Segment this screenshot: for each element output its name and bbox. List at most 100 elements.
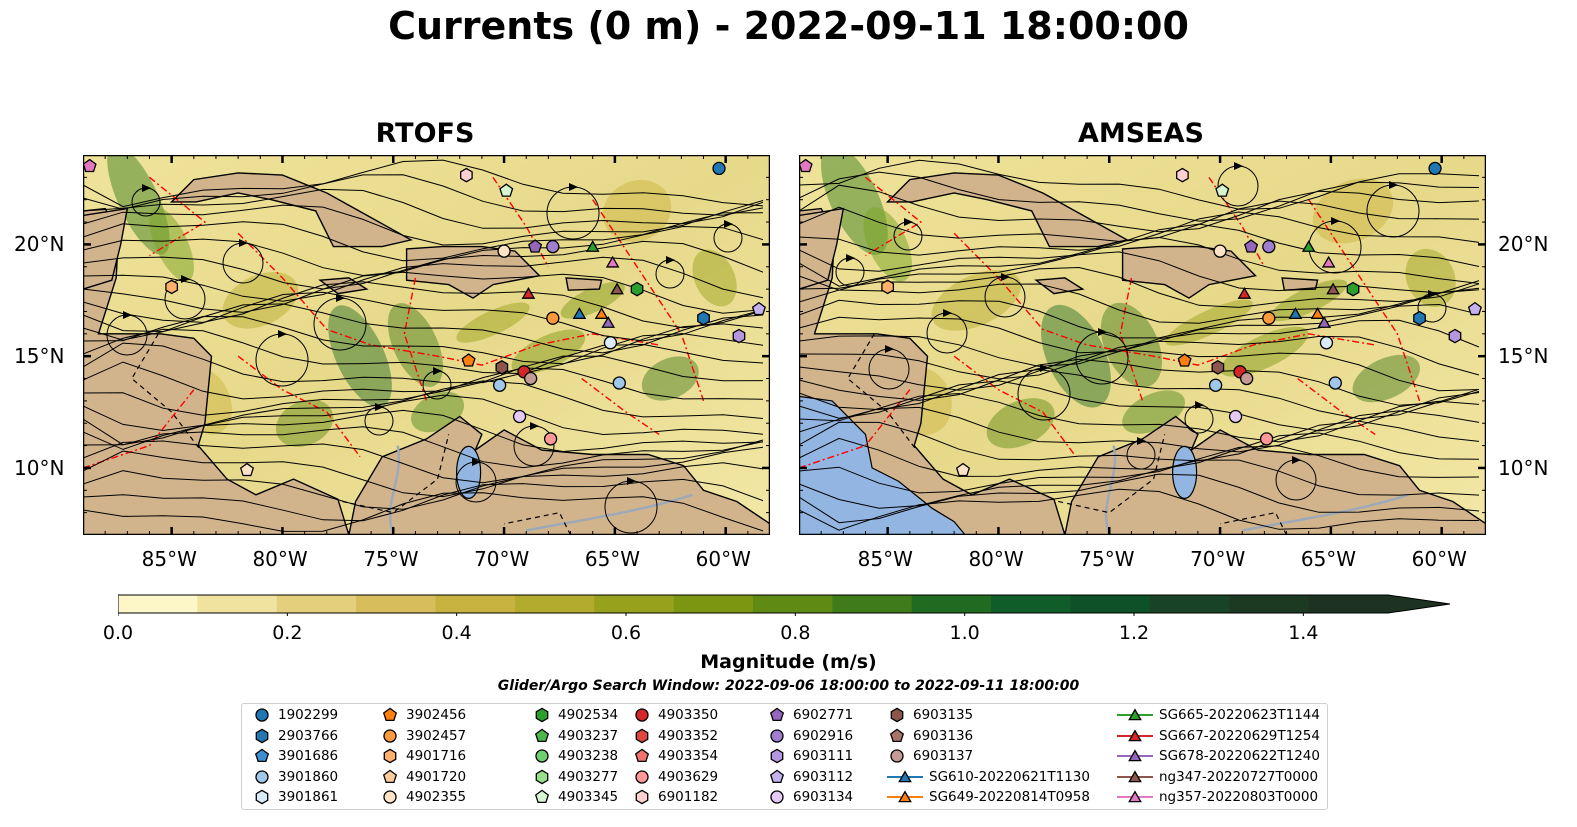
map-marker xyxy=(1177,353,1192,367)
legend-item: 4901716 xyxy=(380,746,466,766)
legend-item: 3902457 xyxy=(380,726,466,746)
legend-marker xyxy=(255,728,269,743)
map-marker xyxy=(1262,239,1276,254)
float-glider-markers xyxy=(83,158,766,477)
x-tick-label: 80°W xyxy=(968,547,1024,571)
circle-marker-icon xyxy=(255,708,269,722)
pentagon-marker-icon xyxy=(634,748,650,762)
triangle-marker-icon xyxy=(1117,790,1153,803)
colorbar-label: Magnitude (m/s) xyxy=(700,651,877,673)
land-puerto-rico xyxy=(565,277,603,291)
colorbar-segment xyxy=(1308,595,1389,613)
panel-title-amseas: AMSEAS xyxy=(1078,118,1204,149)
legend-marker xyxy=(898,769,912,782)
map-marker xyxy=(1176,167,1189,183)
map-marker xyxy=(585,240,600,252)
legend-label: 6902916 xyxy=(793,727,854,744)
legend-marker xyxy=(770,748,784,764)
legend-item: 4903345 xyxy=(532,787,618,807)
legend-label: ng347-20220727T0000 xyxy=(1159,768,1319,785)
y-tick-label: 15°N xyxy=(14,344,65,369)
legend-item: 6902916 xyxy=(767,726,853,746)
legend-item: 4902355 xyxy=(380,787,466,807)
map-marker xyxy=(1215,183,1230,197)
legend-item: SG610-20220621T1130 xyxy=(887,767,1090,787)
legend-marker xyxy=(383,790,397,804)
legend-label: SG649-20220814T0958 xyxy=(929,789,1090,805)
circle-marker-icon xyxy=(383,728,397,743)
pentagon-marker-icon xyxy=(382,769,398,783)
map-marker xyxy=(492,378,507,392)
land-cuba xyxy=(169,172,413,248)
x-tick-label: 65°W xyxy=(1300,547,1357,571)
legend-marker xyxy=(1128,749,1142,762)
colorbar-segment xyxy=(1149,595,1230,613)
legend-label: 4901720 xyxy=(406,768,467,785)
x-tick-label: 70°W xyxy=(1190,547,1246,571)
x-tick-label: 65°W xyxy=(584,547,641,571)
circle-marker-icon xyxy=(770,790,784,804)
x-tick-label: 80°W xyxy=(252,547,308,571)
legend-marker xyxy=(254,748,270,762)
legend-item: 3901860 xyxy=(252,767,338,787)
legend-label: 3901860 xyxy=(278,768,339,785)
pentagon-marker-icon xyxy=(534,728,550,742)
triangle-marker-icon xyxy=(1117,749,1153,762)
hexagon-marker-icon xyxy=(890,707,904,723)
legend-label: 3902456 xyxy=(406,707,467,723)
legend-label: 4903352 xyxy=(658,727,719,744)
map-marker xyxy=(1448,328,1462,344)
map-marker xyxy=(1208,378,1223,392)
colorbar-tick-label: 1.2 xyxy=(1118,622,1150,644)
map-marker xyxy=(955,462,971,477)
colorbar-tick-label: 0.0 xyxy=(102,622,134,644)
legend-label: SG678-20220622T1240 xyxy=(1159,748,1320,764)
legend-label: 3902457 xyxy=(406,727,467,744)
x-tick-label: 75°W xyxy=(363,547,419,571)
colorbar-segment xyxy=(832,595,913,613)
legend-item: SG665-20220623T1144 xyxy=(1117,705,1320,725)
triangle-marker-icon xyxy=(1117,728,1153,741)
legend-marker xyxy=(255,708,269,722)
legend-item: 2903766 xyxy=(252,726,338,746)
legend-marker xyxy=(634,748,650,762)
legend-item: 1902299 xyxy=(252,705,338,725)
legend: 1902299 2903766 3901686 3901860 3901861 39024… xyxy=(241,703,1328,810)
river-orinoco xyxy=(525,493,693,532)
legend-marker xyxy=(769,769,785,783)
map-marker xyxy=(1288,307,1303,319)
legend-item: 6903135 xyxy=(887,705,973,725)
hexagon-marker-icon xyxy=(535,707,549,723)
map-marker xyxy=(1428,161,1442,176)
map-marker xyxy=(1240,371,1254,386)
float-glider-markers xyxy=(799,158,1482,477)
legend-label: 4903237 xyxy=(558,727,619,744)
legend-marker xyxy=(383,748,397,764)
colorbar-gradient xyxy=(117,594,1451,618)
legend-item: 3901686 xyxy=(252,746,338,766)
colorbar-segment xyxy=(435,595,516,613)
map-frame xyxy=(799,155,1486,535)
circle-marker-icon xyxy=(383,790,397,804)
legend-marker xyxy=(534,789,550,803)
legend-label: 3901686 xyxy=(278,748,339,764)
map-marker xyxy=(1262,311,1276,325)
map-marker xyxy=(605,255,620,268)
map-marker xyxy=(528,239,543,253)
legend-label: 6903134 xyxy=(793,789,854,805)
legend-item: 4903352 xyxy=(632,726,718,746)
hexagon-marker-icon xyxy=(635,728,649,743)
map-minor-ticks xyxy=(799,155,1486,535)
legend-item: SG667-20220629T1254 xyxy=(1117,726,1320,746)
legend-item: 4903238 xyxy=(532,746,618,766)
map-marker xyxy=(630,281,644,297)
colorbar-segment xyxy=(276,595,357,613)
legend-marker xyxy=(383,728,397,743)
map-marker xyxy=(601,316,616,328)
hexagon-marker-icon xyxy=(255,728,269,743)
hexagon-marker-icon xyxy=(770,748,784,764)
x-tick-label: 85°W xyxy=(857,547,913,571)
x-tick-label: 60°W xyxy=(695,547,751,571)
legend-item: 4903237 xyxy=(532,726,618,746)
x-tick-label: 70°W xyxy=(474,547,530,571)
